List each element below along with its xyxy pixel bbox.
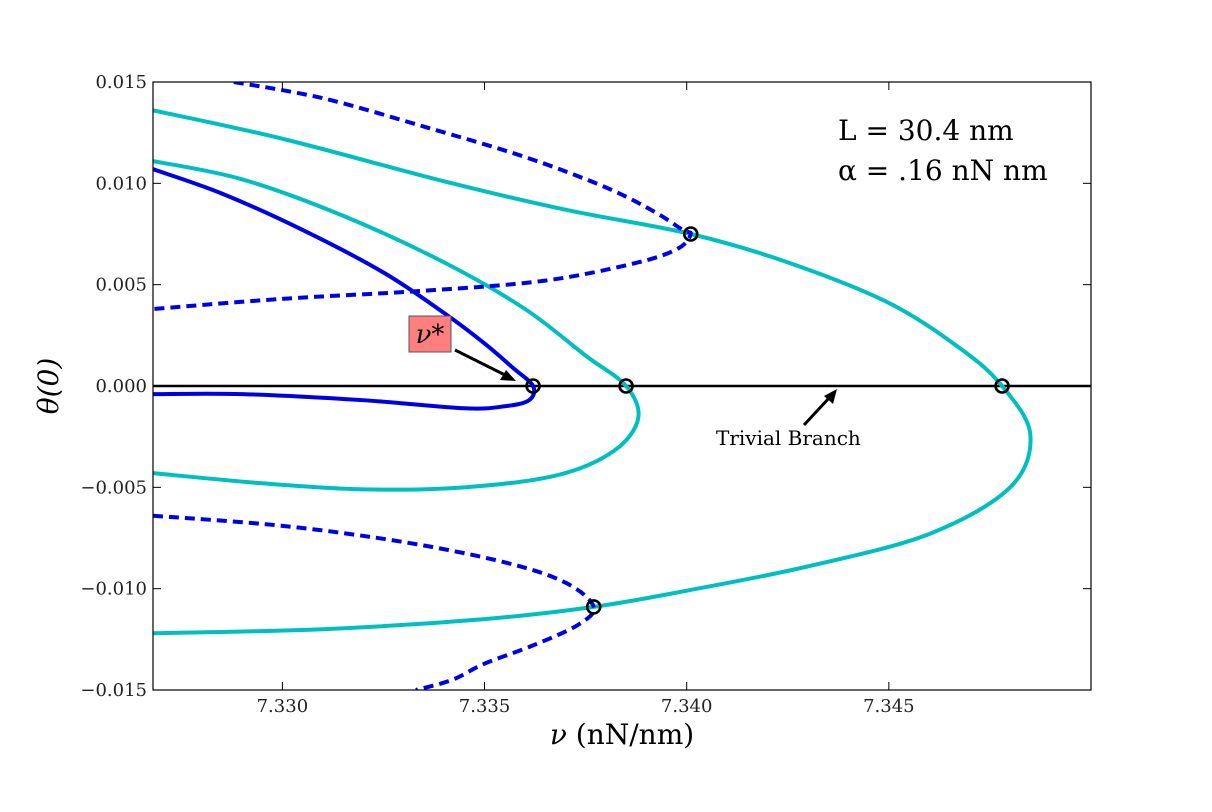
x-tick-label: 7.330 — [257, 696, 309, 717]
y-tick-label: −0.010 — [80, 579, 147, 600]
x-tick-label: 7.335 — [459, 696, 511, 717]
y-tick-label: 0.010 — [95, 173, 147, 194]
trivial-branch-arrow-head — [824, 389, 837, 404]
bifurcation-point-5 — [585, 599, 602, 615]
bifurcation-point-1 — [525, 378, 541, 394]
bifurcation-point-4 — [682, 226, 699, 242]
tick-layer: 7.330 7.335 7.340 7.345 0.015 0.010 0.005 0.000… — [80, 72, 1091, 717]
y-tick-label: −0.015 — [80, 680, 147, 701]
y-tick-label: 0.015 — [95, 72, 147, 93]
x-axis-unit: (nN/nm) — [576, 718, 694, 751]
trivial-branch-label: Trivial Branch — [716, 426, 861, 450]
bifurcation-point-2 — [618, 378, 634, 394]
nu-star-label: ν* — [416, 320, 445, 350]
y-axis-label: θ(0) — [32, 358, 65, 415]
series-line-blue-dashed-bottom — [153, 513, 596, 690]
params-annotation-line2: α = .16 nN nm — [838, 154, 1048, 187]
series-line-cyan-inner — [153, 159, 641, 492]
bifurcation-point-3 — [994, 378, 1010, 394]
x-axis-symbol: ν — [550, 718, 567, 751]
nu-star-box — [408, 315, 452, 353]
trivial-branch-arrow-shaft — [802, 395, 832, 427]
series-line-cyan-outer — [153, 108, 1033, 636]
series-line-blue-dashed-top — [153, 82, 693, 311]
params-annotation-line1: L = 30.4 nm — [838, 114, 1014, 147]
x-tick-label: 7.345 — [863, 696, 915, 717]
y-tick-label: 0.000 — [95, 376, 147, 397]
nu-star-arrow-shaft — [454, 348, 508, 378]
y-tick-label: 0.005 — [95, 275, 147, 296]
marker-layer — [525, 226, 1010, 615]
nu-star-arrow-head — [500, 370, 516, 381]
y-tick-label: −0.005 — [80, 477, 147, 498]
x-axis-label: ν (nN/nm) — [550, 718, 694, 751]
x-tick-label: 7.340 — [661, 696, 713, 717]
